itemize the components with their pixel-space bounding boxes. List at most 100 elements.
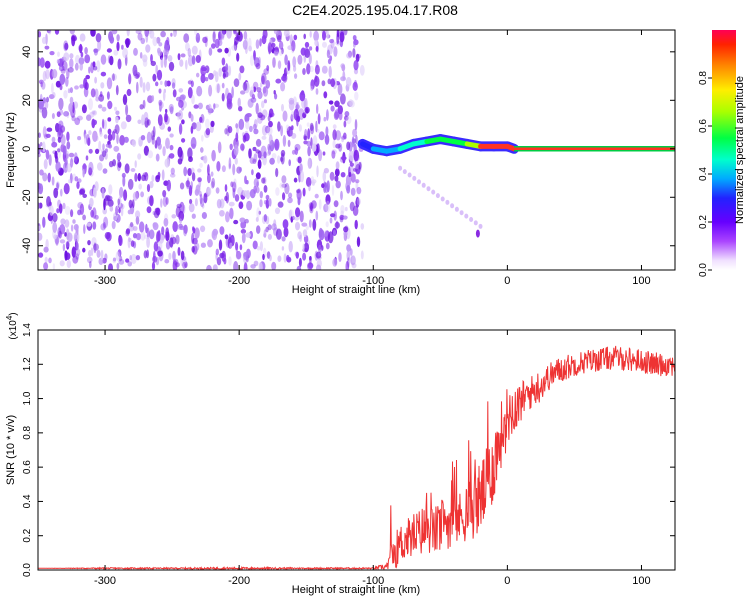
noise-speckle	[97, 162, 103, 171]
noise-speckle	[41, 81, 46, 90]
noise-speckle	[56, 59, 61, 64]
noise-speckle	[245, 180, 249, 185]
colorbar-tick-label: 0.6	[698, 119, 709, 133]
noise-speckle	[120, 207, 124, 217]
noise-speckle	[53, 187, 59, 199]
colorbar-label: Normalized spectral amplitude	[734, 76, 746, 224]
noise-speckle	[92, 65, 98, 71]
noise-speckle	[86, 114, 92, 121]
noise-speckle	[256, 207, 260, 219]
noise-speckle	[69, 96, 74, 105]
noise-speckle	[261, 34, 267, 45]
noise-speckle	[49, 201, 52, 207]
noise-speckle	[311, 200, 317, 209]
noise-speckle	[38, 252, 44, 258]
noise-speckle	[89, 111, 95, 118]
noise-speckle	[190, 114, 194, 122]
noise-speckle	[70, 158, 74, 168]
noise-speckle	[252, 123, 257, 130]
noise-speckle	[316, 165, 319, 178]
noise-speckle	[283, 253, 287, 263]
noise-speckle	[90, 209, 95, 218]
noise-speckle	[108, 263, 113, 270]
noise-speckle	[271, 223, 277, 231]
noise-speckle	[66, 259, 72, 269]
noise-speckle	[216, 161, 221, 172]
noise-speckle	[325, 194, 331, 205]
noise-speckle	[325, 242, 330, 250]
noise-speckle	[265, 194, 270, 200]
noise-speckle	[79, 203, 85, 215]
noise-speckle	[330, 78, 336, 88]
noise-speckle	[248, 45, 253, 52]
noise-speckle	[60, 188, 63, 197]
noise-speckle	[201, 134, 204, 142]
noise-speckle	[158, 42, 163, 47]
noise-speckle	[97, 39, 102, 51]
noise-speckle	[350, 187, 356, 196]
noise-speckle	[352, 205, 359, 216]
noise-speckle	[64, 219, 70, 228]
noise-speckle	[281, 47, 284, 55]
noise-speckle	[41, 107, 48, 119]
noise-speckle	[152, 73, 157, 82]
noise-speckle	[307, 128, 311, 140]
noise-speckle	[205, 118, 210, 129]
noise-speckle	[352, 128, 358, 137]
noise-speckle	[44, 45, 50, 50]
noise-speckle	[179, 218, 183, 224]
noise-speckle	[88, 98, 93, 111]
noise-speckle	[299, 163, 303, 173]
noise-speckle	[51, 141, 58, 148]
noise-speckle	[146, 119, 151, 126]
noise-speckle	[179, 59, 184, 67]
colorbar-tick-label: 0.4	[698, 167, 709, 181]
noise-speckle	[307, 157, 311, 170]
noise-speckle	[126, 30, 130, 37]
noise-speckle	[122, 48, 129, 59]
noise-speckle	[307, 262, 313, 270]
noise-speckle	[248, 148, 252, 159]
noise-speckle	[316, 128, 320, 133]
noise-speckle	[322, 171, 327, 182]
noise-speckle	[38, 98, 45, 110]
noise-speckle	[326, 30, 329, 40]
noise-speckle	[200, 242, 206, 248]
noise-speckle	[250, 86, 255, 93]
noise-speckle	[305, 177, 312, 187]
noise-speckle	[172, 89, 177, 98]
noise-speckle	[79, 62, 83, 71]
noise-speckle	[299, 210, 304, 223]
noise-speckle	[192, 226, 195, 232]
noise-speckle	[301, 222, 308, 227]
noise-speckle	[154, 139, 158, 149]
noise-speckle	[329, 171, 335, 181]
noise-speckle	[39, 93, 43, 102]
noise-speckle	[116, 262, 120, 270]
noise-speckle	[261, 75, 265, 85]
noise-speckle	[102, 208, 107, 215]
noise-speckle	[84, 54, 91, 64]
noise-speckle	[125, 104, 129, 116]
noise-speckle	[279, 182, 286, 189]
noise-speckle	[51, 113, 55, 119]
noise-speckle	[280, 82, 286, 92]
noise-speckle	[201, 67, 208, 72]
noise-speckle	[302, 229, 308, 238]
noise-speckle	[38, 225, 41, 230]
noise-speckle	[255, 62, 261, 70]
noise-speckle	[66, 141, 71, 150]
noise-speckle	[229, 143, 233, 150]
noise-speckle	[346, 52, 352, 59]
noise-speckle	[109, 205, 114, 212]
noise-speckle	[175, 262, 180, 268]
noise-speckle	[85, 74, 90, 80]
noise-speckle	[88, 249, 92, 257]
noise-speckle	[96, 135, 99, 141]
noise-speckle	[54, 30, 60, 35]
noise-speckle	[84, 82, 89, 90]
noise-speckle	[314, 64, 320, 75]
noise-speckle	[240, 220, 247, 229]
noise-speckle	[295, 207, 301, 218]
noise-speckle	[191, 213, 196, 219]
